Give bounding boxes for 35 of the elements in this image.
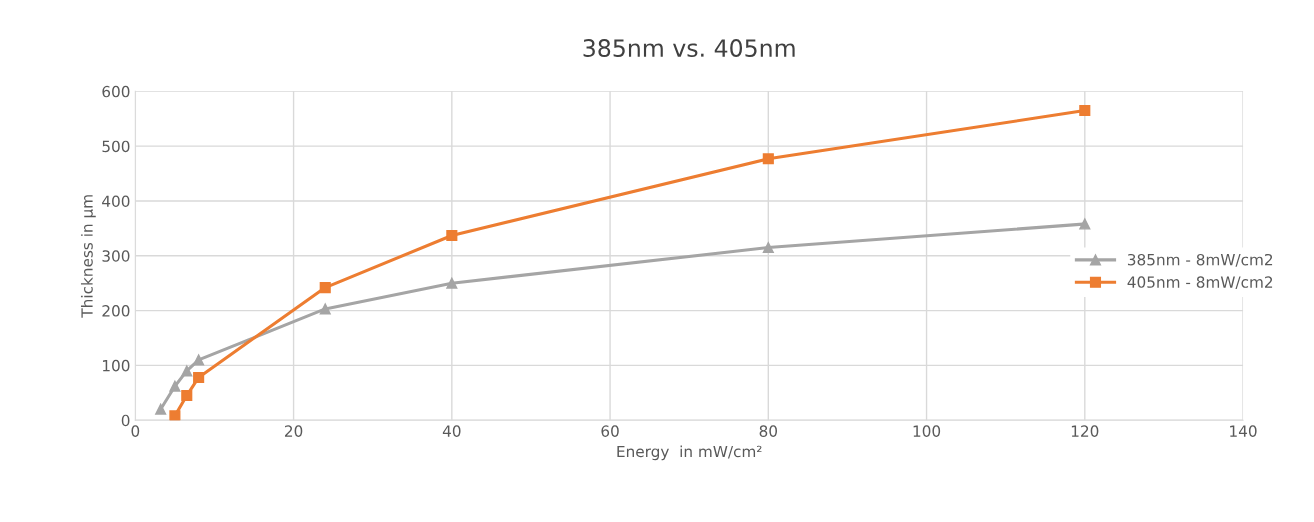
x-tick-label: 0: [131, 425, 140, 437]
x-tick-label: 20: [284, 425, 303, 437]
point: [155, 403, 167, 415]
x-tick-label: 140: [1230, 425, 1257, 437]
point: [1079, 104, 1091, 117]
point: [169, 380, 181, 392]
point: [319, 303, 331, 315]
x-tick-label: 100: [913, 425, 941, 437]
y-tick-label: 0: [121, 414, 130, 427]
point: [446, 229, 458, 242]
y-tick-label: 100: [103, 359, 130, 372]
y-tick-label: 600: [102, 85, 130, 98]
point: [762, 153, 774, 165]
y-tick-label: 400: [102, 195, 130, 207]
point: [446, 277, 458, 289]
y-tick-label: 300: [102, 250, 130, 262]
y-tick-label: 500: [102, 140, 130, 153]
point: [762, 242, 774, 254]
x-tick-label: 80: [759, 425, 778, 437]
x-tick-label: 120: [1071, 425, 1099, 437]
point: [1079, 218, 1091, 230]
x-tick-label: 60: [601, 425, 619, 437]
point: [169, 410, 181, 421]
x-tick-label: 40: [442, 425, 461, 437]
x-axis-title: Energy in mW/cm²: [617, 445, 762, 461]
chart-title: 385nm vs. 405nm: [583, 39, 795, 57]
point: [193, 354, 205, 366]
legend-label: 385nm - 8mW/cm2: [1127, 253, 1273, 267]
point: [181, 365, 193, 377]
point: [193, 371, 205, 384]
y-tick-label: 200: [102, 305, 130, 317]
legend-label: 405nm - 8mW/cm2: [1127, 276, 1273, 290]
point: [181, 389, 193, 402]
point: [319, 282, 331, 294]
y-axis-title: Thickness in µm: [80, 195, 96, 318]
